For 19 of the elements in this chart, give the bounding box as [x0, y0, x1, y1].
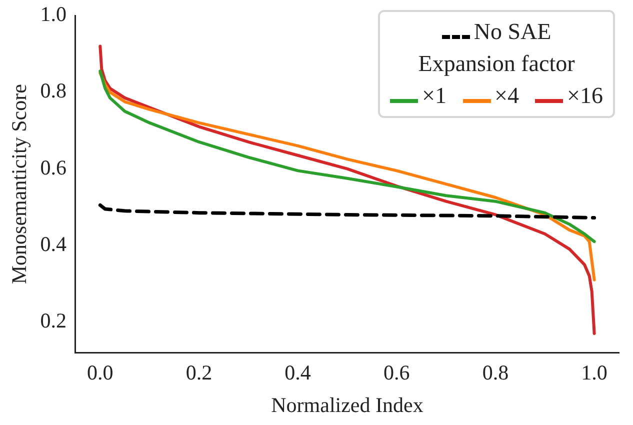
y-tick-label: 0.2: [40, 308, 66, 332]
y-axis-title: Monosemanticity Score: [7, 84, 32, 284]
x-tick-label: 0.4: [284, 360, 312, 385]
x-tick-label: 0.8: [482, 360, 509, 385]
x-tick-label: 0.0: [87, 360, 114, 385]
legend-label: ×4: [494, 82, 520, 108]
y-tick-label: 0.4: [40, 232, 67, 256]
line-series: [98, 203, 596, 220]
x-axis-title: Normalized Index: [271, 392, 424, 417]
x-tick-label: 0.6: [384, 360, 410, 385]
x-tick-label: 0.2: [186, 360, 212, 385]
y-tick-label: 0.8: [40, 78, 66, 103]
x-tick-label: 1.0: [581, 360, 608, 385]
y-tick-label: 1.0: [40, 2, 66, 26]
legend-label: ×16: [567, 82, 603, 108]
legend-title: Expansion factor: [417, 50, 576, 78]
legend-label: ×1: [422, 82, 447, 108]
legend-label: No SAE: [474, 18, 552, 44]
y-tick-label: 0.6: [40, 155, 66, 180]
